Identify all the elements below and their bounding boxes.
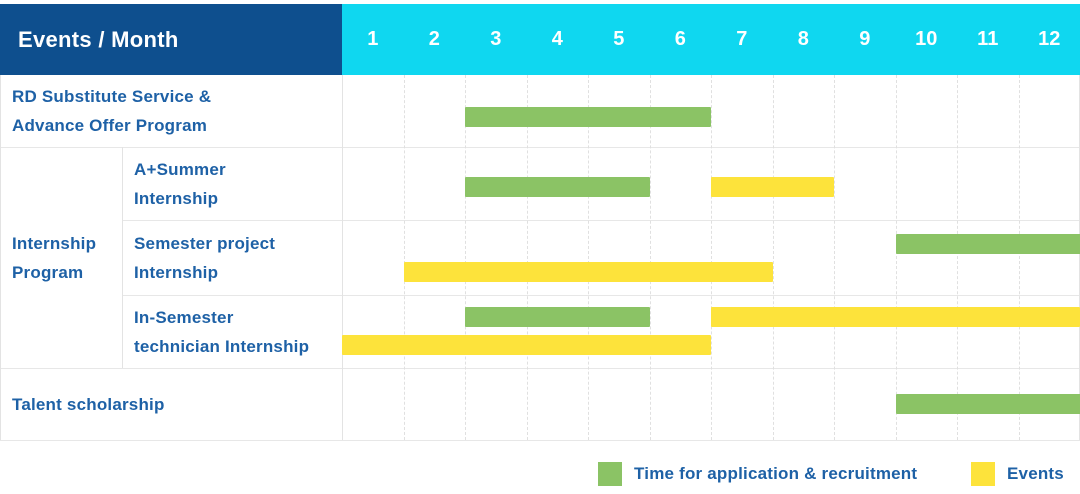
events-month-header: Events / Month bbox=[0, 4, 342, 75]
month-gridline bbox=[527, 75, 528, 440]
gantt-bar-recruitment bbox=[896, 394, 1080, 414]
month-gridline bbox=[834, 75, 835, 440]
legend-event-swatch bbox=[971, 462, 995, 486]
month-gridline bbox=[650, 75, 651, 440]
row-border bbox=[0, 147, 1080, 148]
gantt-bar-recruitment bbox=[465, 107, 711, 127]
gantt-bar-event bbox=[711, 307, 1080, 327]
row-label-line: Internship bbox=[134, 188, 219, 208]
row-label: Talent scholarship bbox=[12, 368, 334, 440]
month-label-7: 7 bbox=[736, 28, 748, 50]
row-label-line: Internship bbox=[134, 262, 219, 282]
row-label: A+Summer Internship bbox=[134, 147, 334, 220]
month-gridline bbox=[773, 75, 774, 440]
gantt-bar-recruitment bbox=[465, 177, 650, 197]
row-border bbox=[0, 440, 1080, 441]
month-gridline bbox=[896, 75, 897, 440]
month-label-10: 10 bbox=[915, 28, 938, 50]
month-label-2: 2 bbox=[428, 28, 440, 50]
gantt-bar-event bbox=[342, 335, 711, 355]
gantt-bar-event bbox=[404, 262, 773, 282]
months-header: 1 2 3 4 5 6 7 8 9 10 11 12 bbox=[342, 4, 1080, 75]
row-label-line: technician Internship bbox=[134, 336, 310, 356]
row-label-line: In-Semester bbox=[134, 307, 234, 327]
month-label-5: 5 bbox=[613, 28, 625, 50]
month-gridline bbox=[957, 75, 958, 440]
gantt-bar-event bbox=[711, 177, 834, 197]
group-label: Internship Program bbox=[12, 147, 116, 368]
month-label-4: 4 bbox=[551, 28, 563, 50]
month-gridline bbox=[711, 75, 712, 440]
row-border bbox=[122, 220, 1080, 221]
chart-area-border bbox=[342, 75, 343, 440]
month-label-3: 3 bbox=[490, 28, 502, 50]
legend-recruitment-label: Time for application & recruitment bbox=[634, 464, 918, 483]
row-label-line: A+Summer bbox=[134, 159, 226, 179]
row-label: In-Semester technician Internship bbox=[134, 295, 334, 368]
label-subcolumn-border bbox=[122, 147, 123, 368]
month-label-1: 1 bbox=[367, 28, 379, 50]
row-label-line: Semester project bbox=[134, 233, 276, 253]
legend-event-label: Events bbox=[1007, 464, 1064, 483]
month-gridline bbox=[465, 75, 466, 440]
month-gridline bbox=[404, 75, 405, 440]
row-label: RD Substitute Service & Advance Offer Pro… bbox=[12, 75, 334, 147]
row-label: Semester project Internship bbox=[134, 220, 334, 295]
gantt-bar-recruitment bbox=[896, 234, 1080, 254]
events-month-header-label: Events / Month bbox=[18, 26, 179, 52]
row-label-line: Talent scholarship bbox=[12, 394, 165, 414]
row-border bbox=[0, 368, 1080, 369]
row-label-line: RD Substitute Service & bbox=[12, 87, 212, 106]
group-label-line: Program bbox=[12, 262, 84, 282]
row-border bbox=[122, 295, 1080, 296]
month-label-12: 12 bbox=[1038, 28, 1061, 50]
month-label-8: 8 bbox=[797, 28, 809, 50]
group-label-line: Internship bbox=[12, 233, 97, 253]
month-label-9: 9 bbox=[859, 28, 871, 50]
row-label-line: Advance Offer Program bbox=[12, 116, 208, 135]
gantt-bar-recruitment bbox=[465, 307, 650, 327]
month-label-6: 6 bbox=[674, 28, 686, 50]
month-label-11: 11 bbox=[977, 28, 999, 50]
table-left-border bbox=[0, 75, 1, 440]
legend-item-event: Events bbox=[971, 462, 1064, 486]
month-gridline bbox=[588, 75, 589, 440]
legend-item-recruitment: Time for application & recruitment bbox=[598, 462, 917, 486]
month-gridline bbox=[1019, 75, 1020, 440]
legend: Time for application & recruitment Events bbox=[0, 456, 1080, 492]
legend-recruitment-swatch bbox=[598, 462, 622, 486]
